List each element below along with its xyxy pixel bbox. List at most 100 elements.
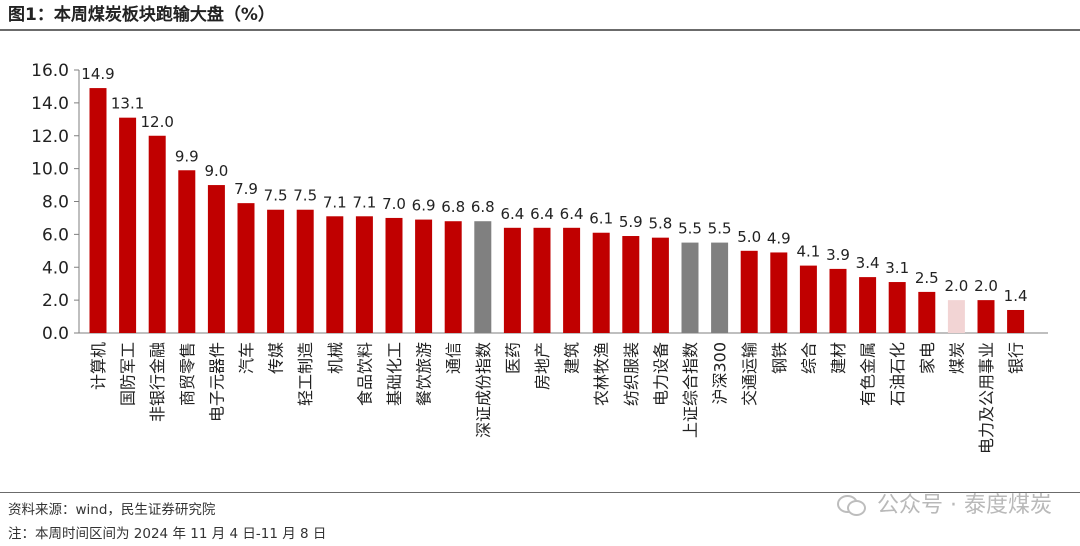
value-label: 7.9 xyxy=(234,180,258,198)
value-label: 9.0 xyxy=(204,162,228,180)
value-label: 7.1 xyxy=(323,193,347,211)
category-label: 交通运输 xyxy=(740,342,759,406)
bar-9 xyxy=(355,216,373,333)
bar-25 xyxy=(829,268,847,333)
bar-chart: 0.0 2.0 4.0 6.0 8.0 10.0 12.0 14.0 16.0 14.9 13.1… xyxy=(31,61,1048,454)
value-label: 14.9 xyxy=(81,65,114,83)
bar-30 xyxy=(977,300,995,333)
bar-18 xyxy=(622,236,640,333)
bar-0 xyxy=(89,88,107,333)
bar-24 xyxy=(799,265,817,333)
watermark: 公众号 · 泰度煤炭 xyxy=(837,486,1052,520)
bar-28 xyxy=(918,291,936,333)
bar-10 xyxy=(385,217,403,333)
category-label: 食品饮料 xyxy=(355,342,374,406)
category-label: 通信 xyxy=(444,342,463,374)
value-label: 12.0 xyxy=(140,113,173,131)
value-label: 4.9 xyxy=(767,229,791,247)
bar-16 xyxy=(563,227,581,333)
category-label: 建筑 xyxy=(563,342,582,374)
bar-21 xyxy=(711,242,729,333)
x-axis-labels: 计算机 国防军工 非银行金融 商贸零售 电子元器件 汽车 传媒 轻工制造 机械 食品饮料 基础化工餐… xyxy=(89,342,1026,454)
bar-31 xyxy=(1007,309,1025,333)
category-label: 餐饮旅游 xyxy=(415,342,434,406)
category-label: 商贸零售 xyxy=(178,342,197,406)
category-label: 非银行金融 xyxy=(148,342,167,422)
bar-22 xyxy=(740,250,758,333)
category-label: 基础化工 xyxy=(385,342,404,406)
value-label: 5.0 xyxy=(737,228,761,246)
y-tick-label: 4.0 xyxy=(42,258,69,278)
y-tick-label: 2.0 xyxy=(42,291,69,311)
category-label: 电力及公用事业 xyxy=(977,342,996,454)
footer-divider xyxy=(0,492,1080,493)
value-label: 5.5 xyxy=(678,220,702,238)
bar-11 xyxy=(415,219,433,333)
value-label: 6.4 xyxy=(530,205,554,223)
category-label: 电力设备 xyxy=(651,342,670,406)
y-tick-label: 8.0 xyxy=(42,193,69,213)
category-label: 电子元器件 xyxy=(207,342,226,422)
value-label: 5.5 xyxy=(708,220,732,238)
category-label: 机械 xyxy=(326,342,345,374)
category-label: 石油石化 xyxy=(888,342,907,406)
y-tick-label: 10.0 xyxy=(31,160,69,180)
bar-29 xyxy=(947,300,965,333)
bar-6 xyxy=(267,209,285,333)
value-label: 6.9 xyxy=(412,197,436,215)
bar-17 xyxy=(592,232,610,333)
value-label: 3.9 xyxy=(826,246,850,264)
category-label: 轻工制造 xyxy=(296,342,315,406)
category-label: 有色金属 xyxy=(859,342,878,406)
value-label: 2.5 xyxy=(915,269,939,287)
value-label: 4.1 xyxy=(796,243,820,261)
bar-23 xyxy=(770,252,788,333)
category-label: 计算机 xyxy=(89,342,108,390)
category-label: 综合 xyxy=(799,342,818,374)
bar-27 xyxy=(888,282,906,333)
value-label: 9.9 xyxy=(175,147,199,165)
category-label: 上证综合指数 xyxy=(681,342,700,438)
period-note: 注：本周时间区间为 2024 年 11 月 4 日-11 月 8 日 xyxy=(8,526,327,542)
value-label: 6.8 xyxy=(471,198,495,216)
category-label: 银行 xyxy=(1007,342,1026,374)
value-label: 6.1 xyxy=(589,210,613,228)
bar-4 xyxy=(207,185,225,333)
category-label: 房地产 xyxy=(533,342,552,390)
chart-title: 图1：本周煤炭板块跑输大盘（%） xyxy=(8,5,275,25)
category-label: 煤炭 xyxy=(947,342,966,374)
category-label: 医药 xyxy=(503,342,522,374)
category-label: 国防军工 xyxy=(119,342,138,406)
value-label: 7.1 xyxy=(352,193,376,211)
bar-19 xyxy=(651,237,669,333)
value-label: 3.4 xyxy=(856,254,880,272)
bar-5 xyxy=(237,203,255,333)
value-label: 13.1 xyxy=(111,95,144,113)
bar-3 xyxy=(178,170,196,333)
value-label: 2.0 xyxy=(944,277,968,295)
value-label: 6.4 xyxy=(500,205,524,223)
category-label: 钢铁 xyxy=(770,342,789,374)
category-label: 深证成份指数 xyxy=(474,342,493,438)
y-tick-label: 14.0 xyxy=(31,94,69,114)
category-label: 家电 xyxy=(918,342,937,374)
y-tick-label: 0.0 xyxy=(42,324,69,344)
value-label: 7.5 xyxy=(264,187,288,205)
value-label: 5.9 xyxy=(619,213,643,231)
bar-7 xyxy=(296,209,314,333)
value-label: 1.4 xyxy=(1004,287,1028,305)
bar-1 xyxy=(119,117,137,333)
value-label: 2.0 xyxy=(974,277,998,295)
watermark-text: 公众号 · 泰度煤炭 xyxy=(877,493,1052,518)
wechat-icon xyxy=(837,491,867,516)
category-label: 建材 xyxy=(829,342,848,374)
y-tick-label: 6.0 xyxy=(42,225,69,245)
value-label: 5.8 xyxy=(648,215,672,233)
bar-2 xyxy=(148,135,166,333)
category-label: 农林牧渔 xyxy=(592,342,611,406)
category-label: 沪深300 xyxy=(711,342,730,405)
y-tick-label: 12.0 xyxy=(31,127,69,147)
value-label: 6.4 xyxy=(560,205,584,223)
source-note: 资料来源：wind，民生证券研究院 xyxy=(8,502,216,518)
value-label: 3.1 xyxy=(885,259,909,277)
